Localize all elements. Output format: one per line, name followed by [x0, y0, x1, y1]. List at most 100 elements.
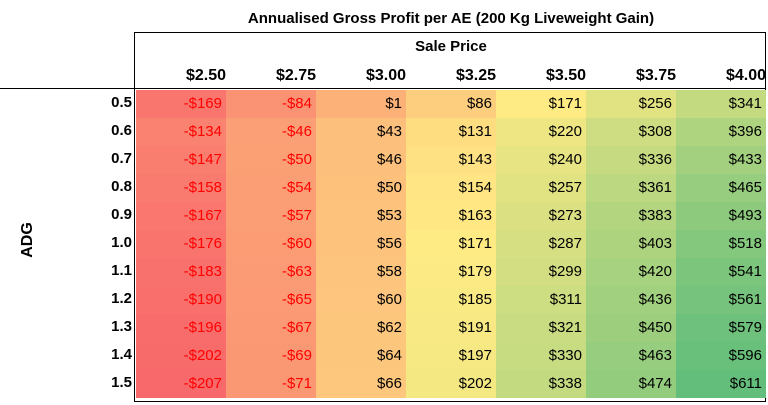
- heatmap-cell: $66: [316, 370, 406, 398]
- chart-title: Annualised Gross Profit per AE (200 Kg L…: [247, 10, 655, 27]
- heatmap-cell: -$63: [226, 258, 316, 286]
- column-header: $3.50: [545, 67, 586, 84]
- heatmap-cell: $336: [586, 146, 676, 174]
- heatmap-cell: $579: [676, 314, 766, 342]
- heatmap-cell: $299: [496, 258, 586, 286]
- heatmap-cell: $171: [406, 230, 496, 258]
- heatmap-cell: $474: [586, 370, 676, 398]
- column-header: $3.25: [455, 67, 496, 84]
- heatmap-cell: $131: [406, 118, 496, 146]
- heatmap-cell: $46: [316, 146, 406, 174]
- heatmap-cell: -$46: [226, 118, 316, 146]
- heatmap-cell: $541: [676, 258, 766, 286]
- column-header: $3.00: [365, 67, 406, 84]
- column-header: $4.00: [725, 67, 766, 84]
- heatmap-cell: $86: [406, 90, 496, 118]
- heatmap-cell: $433: [676, 146, 766, 174]
- heatmap-grid: -$169 -$84 $1 $86 $171 $256 $341 -$134 -$46 $43 $1…: [136, 90, 766, 400]
- column-headers: $2.50 $2.75 $3.00 $3.25 $3.50 $3.75 $4.00: [134, 64, 768, 88]
- heatmap-cell: $561: [676, 286, 766, 314]
- heatmap-cell: $202: [406, 370, 496, 398]
- heatmap-cell: -$147: [136, 146, 226, 174]
- heatmap-cell: $311: [496, 286, 586, 314]
- heatmap-cell: -$50: [226, 146, 316, 174]
- heatmap-cell: $163: [406, 202, 496, 230]
- heatmap-cell: -$183: [136, 258, 226, 286]
- heatmap-cell: -$134: [136, 118, 226, 146]
- heatmap-cell: $220: [496, 118, 586, 146]
- heatmap-cell: $62: [316, 314, 406, 342]
- heatmap-cell: $308: [586, 118, 676, 146]
- heatmap-cell: -$158: [136, 174, 226, 202]
- heatmap-cell: $257: [496, 174, 586, 202]
- heatmap-cell: -$84: [226, 90, 316, 118]
- heatmap-cell: $596: [676, 342, 766, 370]
- heatmap-cell: $465: [676, 174, 766, 202]
- heatmap-cell: $60: [316, 286, 406, 314]
- heatmap-cell: $341: [676, 90, 766, 118]
- heatmap-cell: $185: [406, 286, 496, 314]
- row-header: 1.0: [111, 234, 132, 251]
- row-header: 1.3: [111, 318, 132, 335]
- heatmap-cell: -$176: [136, 230, 226, 258]
- row-header: 1.4: [111, 346, 132, 363]
- heatmap-cell: -$60: [226, 230, 316, 258]
- row-header: 1.1: [111, 262, 132, 279]
- row-header: 0.8: [111, 178, 132, 195]
- heatmap-cell: $171: [496, 90, 586, 118]
- heatmap-cell: $197: [406, 342, 496, 370]
- heatmap-cell: $330: [496, 342, 586, 370]
- column-header: $3.75: [635, 67, 676, 84]
- heatmap-cell: -$57: [226, 202, 316, 230]
- heatmap-cell: $396: [676, 118, 766, 146]
- heatmap-cell: $53: [316, 202, 406, 230]
- heatmap-cell: -$67: [226, 314, 316, 342]
- heatmap-cell: -$71: [226, 370, 316, 398]
- heatmap-cell: $383: [586, 202, 676, 230]
- header-divider: [0, 88, 766, 89]
- column-header: $2.50: [185, 67, 226, 84]
- heatmap-cell: $58: [316, 258, 406, 286]
- heatmap-cell: $403: [586, 230, 676, 258]
- row-header: 0.7: [111, 150, 132, 167]
- heatmap-cell: $321: [496, 314, 586, 342]
- heatmap-cell: $611: [676, 370, 766, 398]
- row-headers: 0.5 0.6 0.7 0.8 0.9 1.0 1.1 1.2 1.3 1.4 1.5: [60, 90, 134, 400]
- heatmap-cell: -$196: [136, 314, 226, 342]
- row-axis-label: ADG: [19, 222, 36, 258]
- heatmap-cell: $518: [676, 230, 766, 258]
- heatmap-cell: $50: [316, 174, 406, 202]
- heatmap-cell: $493: [676, 202, 766, 230]
- heatmap-cell: $463: [586, 342, 676, 370]
- heatmap-cell: -$65: [226, 286, 316, 314]
- heatmap-cell: $450: [586, 314, 676, 342]
- heatmap-cell: $240: [496, 146, 586, 174]
- row-header: 1.2: [111, 290, 132, 307]
- heatmap-cell: $154: [406, 174, 496, 202]
- heatmap-cell: $287: [496, 230, 586, 258]
- row-header: 0.9: [111, 206, 132, 223]
- heatmap-cell: -$207: [136, 370, 226, 398]
- column-group-header: Sale Price: [415, 38, 487, 55]
- heatmap-cell: -$190: [136, 286, 226, 314]
- heatmap-cell: $179: [406, 258, 496, 286]
- heatmap-cell: $436: [586, 286, 676, 314]
- heatmap-cell: $338: [496, 370, 586, 398]
- heatmap-cell: $420: [586, 258, 676, 286]
- heatmap-cell: -$69: [226, 342, 316, 370]
- heatmap-cell: $1: [316, 90, 406, 118]
- heatmap-cell: $191: [406, 314, 496, 342]
- row-header: 0.6: [111, 122, 132, 139]
- heatmap-cell: -$169: [136, 90, 226, 118]
- heatmap-cell: $143: [406, 146, 496, 174]
- heatmap-cell: -$54: [226, 174, 316, 202]
- heatmap-cell: $256: [586, 90, 676, 118]
- column-header: $2.75: [275, 67, 316, 84]
- heatmap-cell: -$202: [136, 342, 226, 370]
- heatmap-cell: $64: [316, 342, 406, 370]
- heatmap-cell: $43: [316, 118, 406, 146]
- row-header: 1.5: [111, 374, 132, 391]
- heatmap-cell: $273: [496, 202, 586, 230]
- heatmap-cell: $361: [586, 174, 676, 202]
- heatmap-cell: -$167: [136, 202, 226, 230]
